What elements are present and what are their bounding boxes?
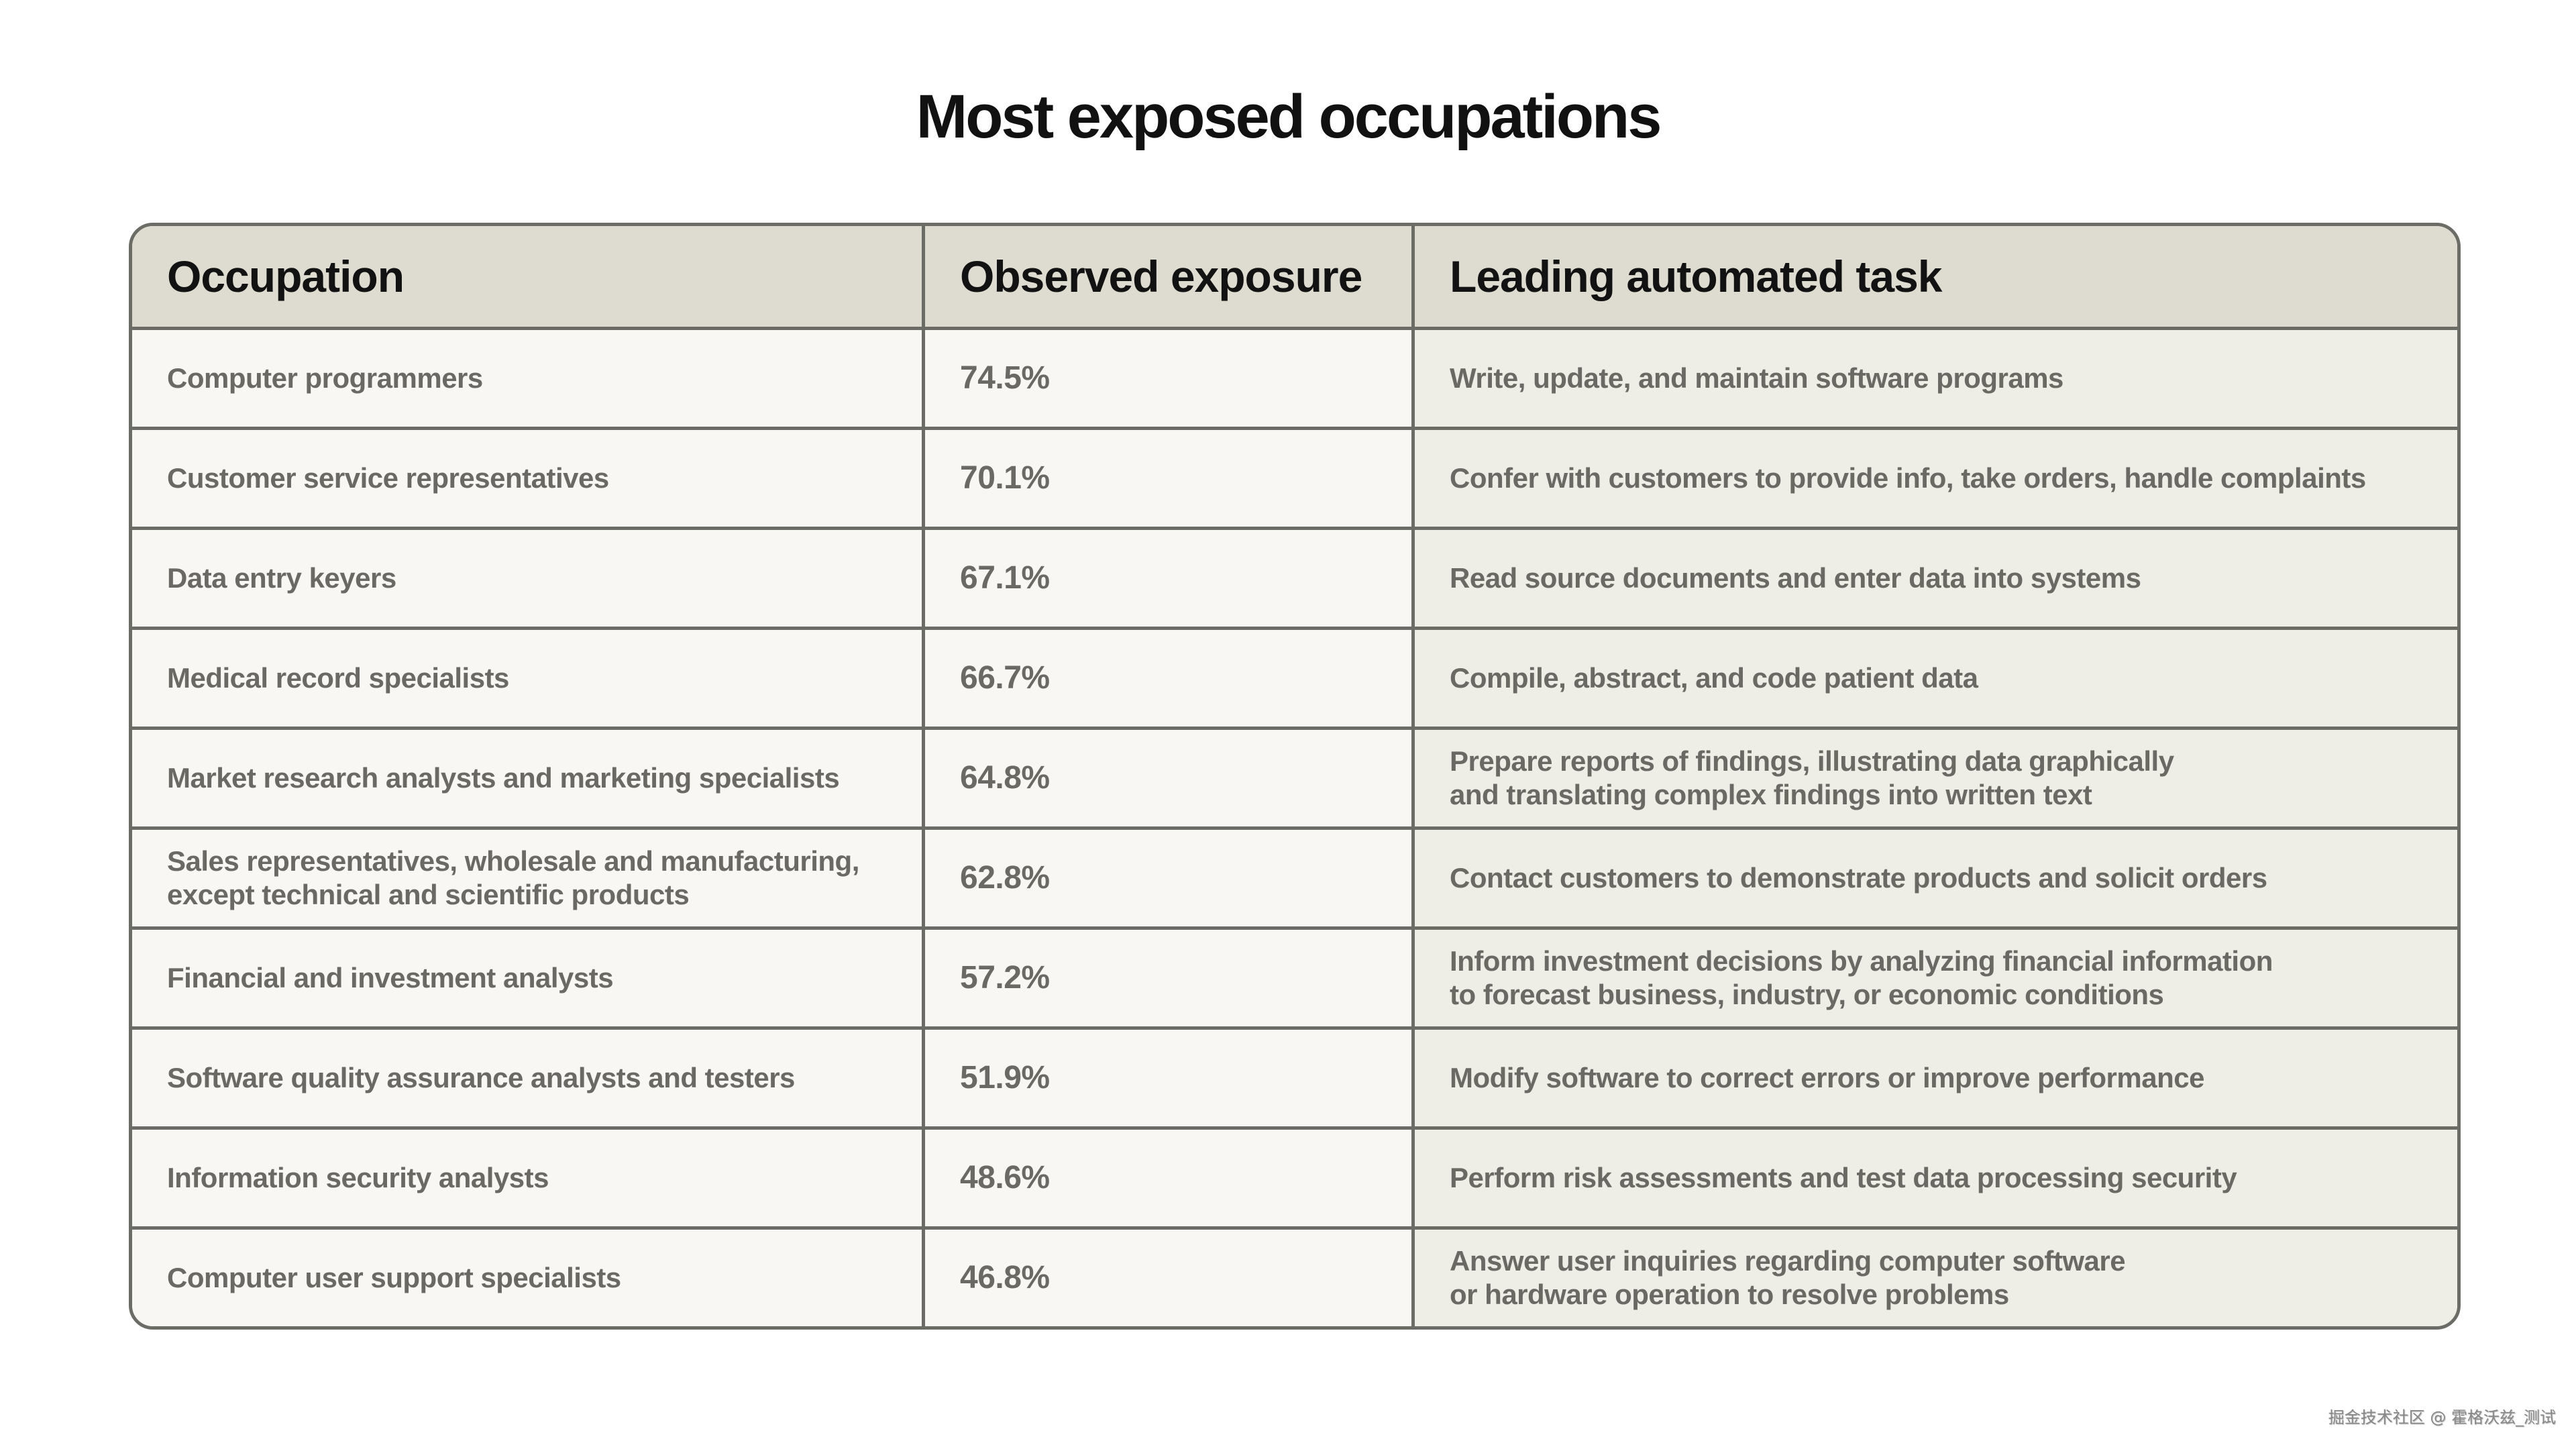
occupation-cell: Customer service representatives [132,427,925,527]
header-occupation: Occupation [132,226,925,327]
occupation-cell: Information security analysts [132,1126,925,1226]
task-cell: Answer user inquiries regarding computer… [1415,1226,2457,1326]
task-cell: Write, update, and maintain software pro… [1415,327,2457,427]
watermark: 掘金技术社区 @ 霍格沃兹_测试 [2328,1408,2556,1427]
exposure-cell: 62.8% [925,826,1415,926]
exposure-cell: 70.1% [925,427,1415,527]
task-cell: Confer with customers to provide info, t… [1415,427,2457,527]
exposure-cell: 64.8% [925,727,1415,826]
task-cell: Prepare reports of findings, illustratin… [1415,727,2457,826]
task-cell: Perform risk assessments and test data p… [1415,1126,2457,1226]
task-cell: Contact customers to demonstrate product… [1415,826,2457,926]
page-title: Most exposed occupations [916,83,1662,151]
occupations-table: Occupation Observed exposure Leading aut… [129,223,2461,1330]
exposure-cell: 51.9% [925,1026,1415,1126]
task-cell: Modify software to correct errors or imp… [1415,1026,2457,1126]
occupation-cell: Medical record specialists [132,627,925,727]
occupation-cell: Computer user support specialists [132,1226,925,1326]
exposure-cell: 74.5% [925,327,1415,427]
occupation-cell: Market research analysts and marketing s… [132,727,925,826]
occupation-cell: Financial and investment analysts [132,926,925,1026]
occupation-cell: Sales representatives, wholesale and man… [132,826,925,926]
task-cell: Read source documents and enter data int… [1415,527,2457,627]
task-cell: Compile, abstract, and code patient data [1415,627,2457,727]
exposure-cell: 66.7% [925,627,1415,727]
header-observed-exposure: Observed exposure [925,226,1415,327]
task-cell: Inform investment decisions by analyzing… [1415,926,2457,1026]
occupation-cell: Data entry keyers [132,527,925,627]
exposure-cell: 48.6% [925,1126,1415,1226]
header-leading-automated-task: Leading automated task [1415,226,2457,327]
occupation-cell: Software quality assurance analysts and … [132,1026,925,1126]
exposure-cell: 46.8% [925,1226,1415,1326]
occupation-cell: Computer programmers [132,327,925,427]
exposure-cell: 57.2% [925,926,1415,1026]
exposure-cell: 67.1% [925,527,1415,627]
